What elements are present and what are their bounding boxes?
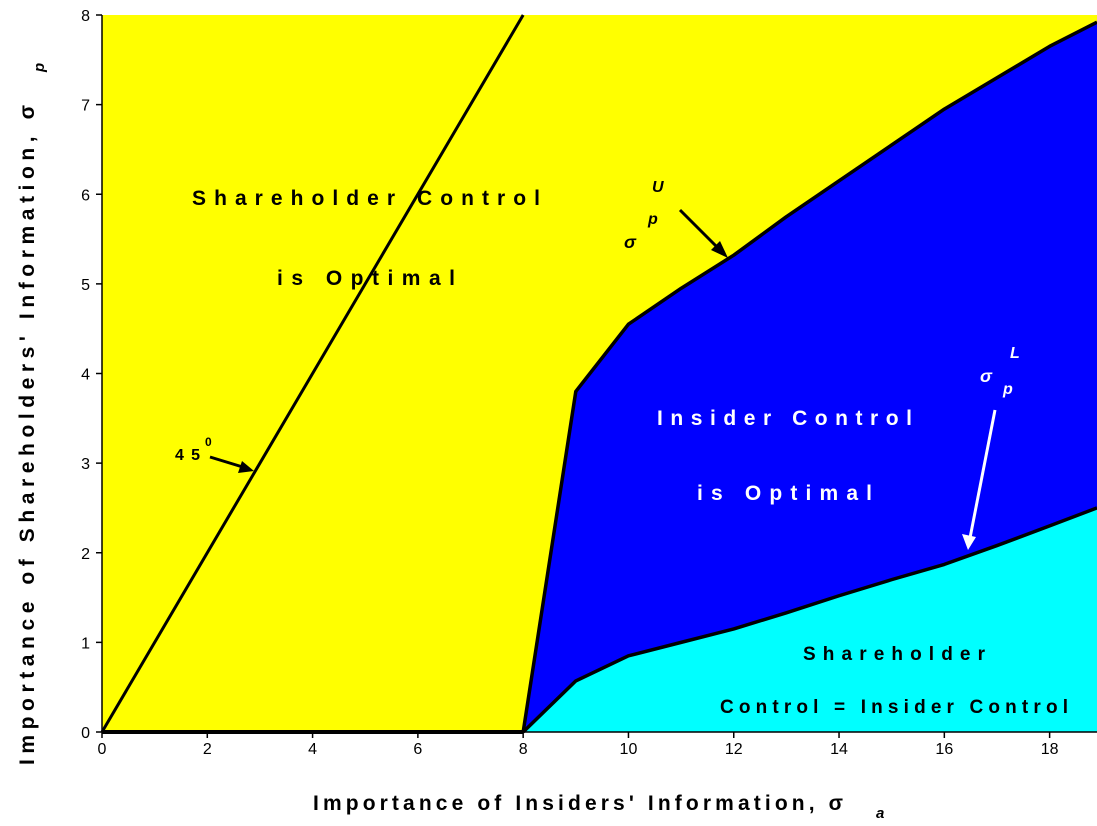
arrow: [968, 409, 997, 539]
y-axis-label: Importance of Shareholders' Information,…: [16, 105, 39, 765]
x-tick-label: 2: [203, 741, 212, 758]
region: [523, 22, 1097, 733]
y-tick-label: 4: [81, 367, 90, 384]
x-axis-label-sub: a: [876, 805, 884, 822]
x-tick-label: 8: [519, 741, 528, 758]
y-tick-label: 3: [81, 456, 90, 473]
y-tick-label: 1: [81, 635, 90, 652]
arrow-head: [238, 461, 254, 473]
boundary-line: [521, 20, 1097, 733]
diagonal-line: [100, 14, 525, 733]
arrow-head: [962, 534, 976, 550]
x-tick-label: 18: [1041, 741, 1059, 758]
y-tick-label: 5: [81, 277, 90, 294]
boundary-line: [521, 506, 1097, 734]
x-tick-label: 6: [413, 741, 422, 758]
annotation: L: [1010, 345, 1020, 362]
annotation: 0: [205, 435, 212, 449]
region: [523, 507, 1097, 732]
annotation: σ: [980, 366, 993, 386]
x-tick-label: 12: [725, 741, 743, 758]
y-tick-label: 6: [81, 187, 90, 204]
annotation: U: [652, 179, 664, 196]
y-tick-label: 7: [81, 98, 90, 115]
x-tick-label: 14: [830, 741, 848, 758]
arrow: [209, 455, 247, 470]
x-axis-label: Importance of Insiders' Information, σ: [313, 792, 843, 815]
annotation: σ: [624, 232, 637, 252]
x-tick-label: 4: [308, 741, 317, 758]
y-tick-label: 8: [81, 8, 90, 25]
arrow-head: [711, 241, 728, 258]
annotation: Insider Control: [657, 407, 912, 430]
x-tick-label: 16: [935, 741, 953, 758]
x-tick-label: 0: [98, 741, 107, 758]
y-tick-label: 2: [81, 546, 90, 563]
arrow: [678, 208, 724, 254]
x-tick-label: 10: [620, 741, 638, 758]
annotation: p: [647, 211, 658, 228]
annotation: p: [1002, 381, 1013, 398]
y-tick-label: 0: [81, 725, 90, 742]
y-axis-label-sub: p: [31, 63, 48, 73]
annotation: Control = Insider Control: [720, 697, 1068, 718]
